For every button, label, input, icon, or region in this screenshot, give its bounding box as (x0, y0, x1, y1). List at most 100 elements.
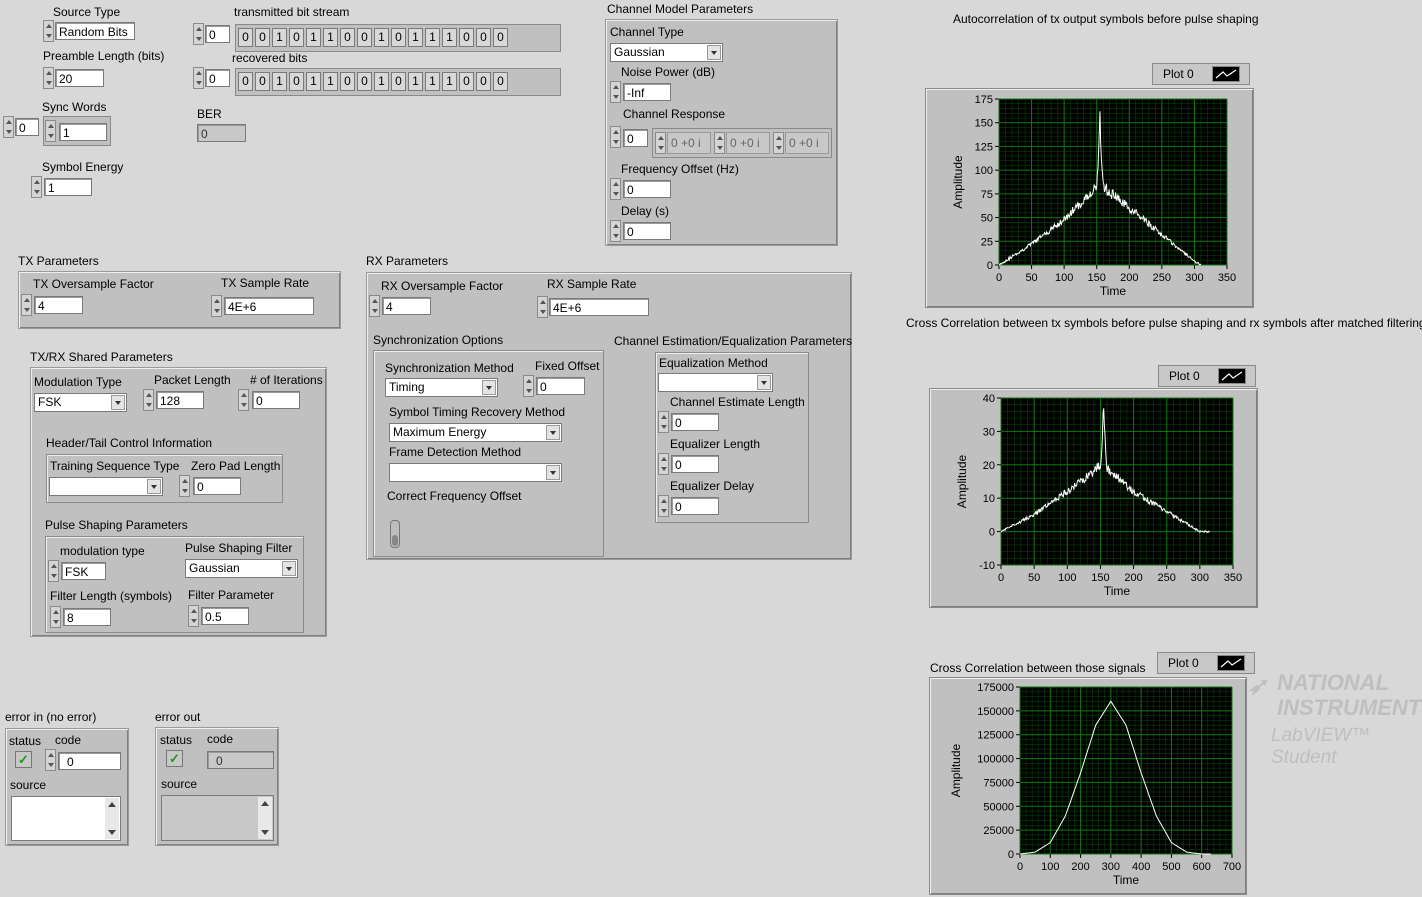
chart3-graph[interactable]: 0 100 200 300 400 500 600 700 0 25000 50000 75000 10… (930, 678, 1246, 894)
chevron-down-icon (546, 465, 560, 480)
fixed-offset-spinner[interactable] (523, 375, 534, 397)
rx-rate-input[interactable]: 4E+6 (549, 298, 649, 316)
y-tick-label: -10 (979, 560, 995, 572)
rx-rate-spinner[interactable] (537, 296, 548, 318)
plot-line-icon (1217, 655, 1245, 671)
delay-input[interactable]: 0 (623, 222, 671, 240)
chart3-legend[interactable]: Plot 0 (1157, 652, 1255, 674)
preamble-length-spinner[interactable] (43, 67, 54, 89)
sync-options-cluster (373, 350, 604, 557)
header-tail-cluster (46, 454, 283, 503)
filter-length-spinner[interactable] (50, 606, 61, 628)
chevron-down-icon (707, 45, 721, 60)
cfo-toggle-switch[interactable] (390, 520, 400, 548)
tx-oversample-input[interactable]: 4 (34, 296, 83, 314)
source-type-spinner[interactable] (43, 20, 54, 42)
error-out-scrollbar[interactable] (258, 797, 272, 839)
noise-power-spinner[interactable] (610, 81, 621, 103)
sync-words-label: Sync Words (42, 100, 107, 114)
filter-length-input[interactable]: 8 (63, 608, 111, 626)
y-tick-label: 175 (975, 94, 993, 106)
y-tick-label: 0 (989, 527, 995, 539)
tx-bits-label: transmitted bit stream (234, 5, 350, 19)
tx-bit-13: 0 (459, 28, 474, 47)
source-type-ring[interactable]: Random Bits (55, 22, 135, 40)
error-in-code-spinner[interactable] (45, 749, 56, 771)
channel-response-2-spinner[interactable] (773, 132, 784, 154)
tx-rate-input[interactable]: 4E+6 (224, 297, 314, 315)
pulse-mod-ring[interactable]: FSK (61, 562, 106, 580)
pulse-filter-label: Pulse Shaping Filter (185, 541, 293, 555)
rx-bits-index-spinner[interactable] (193, 67, 204, 89)
rx-bit-2: 1 (272, 72, 287, 91)
channel-response-2[interactable]: 0 +0 i (785, 132, 829, 154)
y-tick-label: 125000 (977, 730, 1014, 742)
shared-title: TX/RX Shared Parameters (30, 350, 173, 364)
error-in-code-input[interactable]: 0 (58, 752, 121, 770)
plot-line-icon (1212, 66, 1240, 82)
eq-delay-spinner[interactable] (658, 495, 669, 517)
fixed-offset-input[interactable]: 0 (536, 377, 585, 395)
error-in-source-text[interactable] (11, 796, 121, 841)
pulse-filter-select[interactable]: Gaussian (185, 559, 298, 578)
tx-bit-6: 0 (340, 28, 355, 47)
zero-pad-input[interactable]: 0 (193, 477, 241, 495)
sync-words-index[interactable]: 0 (15, 118, 39, 136)
eq-delay-input[interactable]: 0 (671, 497, 719, 515)
eq-method-select[interactable] (658, 373, 773, 392)
frame-detection-select[interactable] (389, 463, 562, 482)
rx-oversample-spinner[interactable] (369, 295, 380, 317)
channel-response-index-spinner[interactable] (610, 126, 621, 148)
preamble-length-input[interactable]: 20 (55, 69, 104, 87)
chan-est-length-spinner[interactable] (658, 411, 669, 433)
pulse-mod-spinner[interactable] (48, 560, 59, 582)
rx-oversample-input[interactable]: 4 (382, 297, 431, 315)
rx-bit-12: 1 (442, 72, 457, 91)
channel-response-1[interactable]: 0 +0 i (726, 132, 770, 154)
tx-oversample-spinner[interactable] (21, 294, 32, 316)
symbol-energy-input[interactable]: 1 (44, 178, 92, 196)
noise-power-input[interactable]: -Inf (623, 83, 671, 101)
packet-length-spinner[interactable] (143, 389, 154, 411)
timing-recovery-select[interactable]: Maximum Energy (389, 423, 562, 442)
channel-type-select[interactable]: Gaussian (610, 43, 723, 62)
iterations-input[interactable]: 0 (252, 391, 300, 409)
error-in-status-check-icon[interactable]: ✓ (15, 751, 32, 768)
sync-words-element-input[interactable]: 1 (59, 123, 107, 141)
frame-detection-label: Frame Detection Method (389, 445, 522, 459)
chan-est-length-input[interactable]: 0 (671, 413, 719, 431)
delay-spinner[interactable] (610, 220, 621, 242)
tx-bits-index-spinner[interactable] (193, 23, 204, 45)
x-tick-label: 100 (1055, 272, 1073, 284)
chart1-graph[interactable]: 0 50 100 150 200 250 300 350 0 25 50 75 100 125 150 175… (926, 89, 1253, 307)
tx-rate-spinner[interactable] (211, 295, 222, 317)
packet-length-input[interactable]: 128 (156, 391, 204, 409)
eq-length-spinner[interactable] (658, 453, 669, 475)
zero-pad-spinner[interactable] (179, 475, 190, 497)
channel-response-0-spinner[interactable] (655, 132, 666, 154)
sync-method-select[interactable]: Timing (385, 378, 498, 397)
mod-type-select[interactable]: FSK (34, 393, 127, 412)
chart2-graph[interactable]: 0 50 100 150 200 250 300 350-10010203040TimeAmp… (930, 389, 1257, 607)
freq-offset-input[interactable]: 0 (623, 180, 671, 198)
iterations-spinner[interactable] (238, 389, 249, 411)
filter-length-label: Filter Length (symbols) (50, 589, 173, 603)
chart1-legend[interactable]: Plot 0 (1152, 63, 1250, 85)
filter-param-input[interactable]: 0.5 (201, 607, 249, 625)
freq-offset-spinner[interactable] (610, 178, 621, 200)
training-seq-select[interactable] (49, 477, 163, 496)
rx-bits-index[interactable]: 0 (205, 69, 230, 87)
channel-response-1-spinner[interactable] (714, 132, 725, 154)
eq-length-input[interactable]: 0 (671, 455, 719, 473)
channel-response-index[interactable]: 0 (623, 129, 648, 147)
tx-bits-index[interactable]: 0 (205, 25, 230, 43)
error-in-scrollbar[interactable] (105, 798, 119, 839)
channel-response-0[interactable]: 0 +0 i (667, 132, 711, 154)
sync-words-index-spinner[interactable] (3, 116, 14, 138)
symbol-energy-spinner[interactable] (31, 176, 42, 198)
sync-words-element-spinner[interactable] (45, 120, 56, 142)
filter-param-spinner[interactable] (188, 605, 199, 627)
x-tick-label: 700 (1223, 861, 1241, 873)
ber-label: BER (197, 107, 222, 121)
chart2-legend[interactable]: Plot 0 (1158, 365, 1256, 387)
